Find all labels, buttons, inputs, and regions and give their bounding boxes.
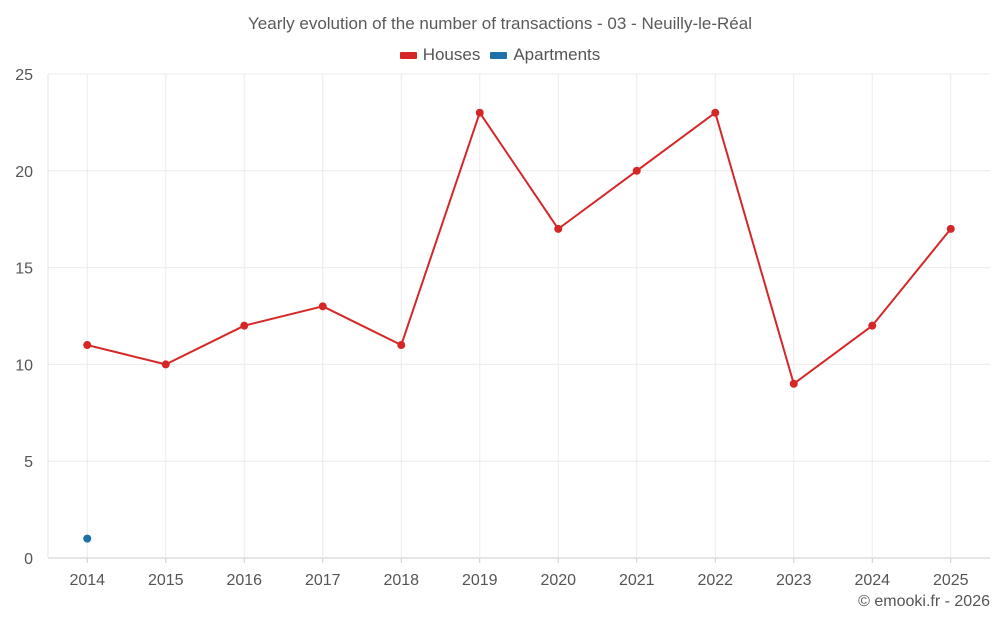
legend-item-houses[interactable]: Houses [399,45,481,65]
data-point-houses[interactable] [161,360,170,369]
x-tick-label: 2024 [854,572,890,589]
chart-title: Yearly evolution of the number of transa… [248,14,752,33]
footer-credit: © emooki.fr - 2026 [858,593,990,610]
data-point-houses[interactable] [83,341,92,350]
data-point-houses[interactable] [240,321,249,330]
x-tick-label: 2016 [226,572,262,589]
x-tick-label: 2023 [776,572,812,589]
x-tick-label: 2022 [697,572,733,589]
data-point-houses[interactable] [632,166,641,175]
legend-swatch-houses [399,51,417,59]
legend-label-houses: Houses [422,45,481,64]
legend-swatch-apartments [490,51,508,59]
x-tick-label: 2020 [540,572,576,589]
data-point-houses[interactable] [318,302,327,311]
y-tick-label: 25 [15,67,33,84]
data-point-houses[interactable] [868,321,877,330]
data-point-houses[interactable] [789,379,798,388]
x-tick-label: 2018 [383,572,419,589]
series-line-houses [87,111,952,385]
series-layer [83,108,955,543]
y-tick-label: 0 [24,551,33,568]
grid-lines [48,73,990,559]
data-point-houses[interactable] [554,224,563,233]
data-point-houses[interactable] [475,108,484,117]
x-tick-label: 2025 [933,572,969,589]
y-tick-label: 20 [15,164,33,181]
x-tick-label: 2021 [619,572,655,589]
legend-label-apartments: Apartments [513,45,601,64]
x-tick-label: 2015 [148,572,184,589]
data-point-houses[interactable] [946,224,955,233]
y-tick-label: 5 [24,454,33,471]
chart-legend: Houses Apartments [0,45,1000,65]
y-tick-label: 10 [15,357,33,374]
legend-item-apartments[interactable]: Apartments [490,45,600,65]
x-tick-label: 2017 [305,572,341,589]
x-tick-label: 2019 [462,572,498,589]
data-point-houses[interactable] [711,108,720,117]
data-point-houses[interactable] [397,341,406,350]
x-tick-label: 2014 [69,572,105,589]
y-tick-label: 15 [15,261,33,278]
data-point-apartments[interactable] [83,534,92,543]
